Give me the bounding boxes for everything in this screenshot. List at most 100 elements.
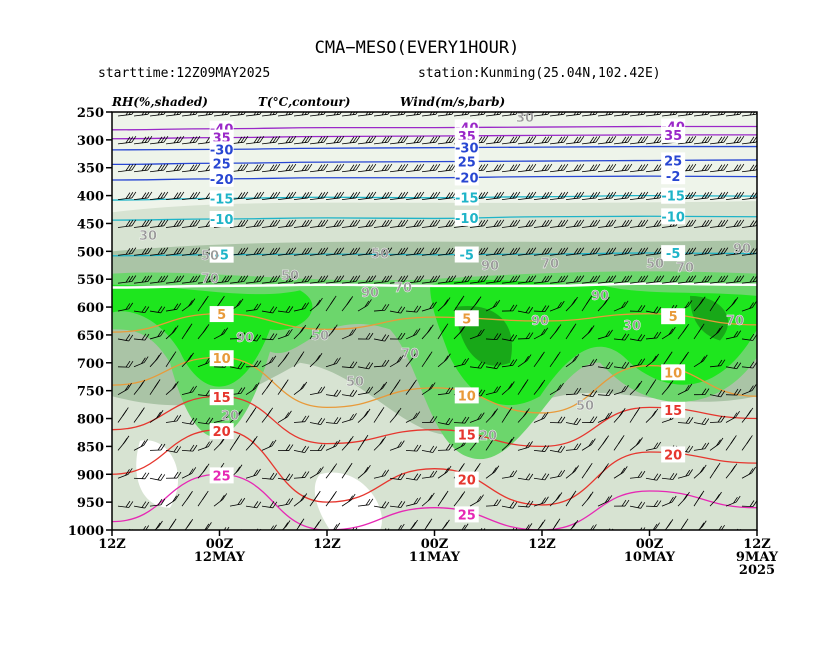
wind-barb-feather [512,112,516,115]
wind-barb-feather [477,361,483,369]
wind-barb-feather [189,444,195,452]
wind-barb-shaft [293,225,308,228]
rh-contour-label: 50 [311,329,329,344]
wind-barb-feather [458,493,464,501]
wind-barb-feather [531,191,537,199]
wind-barb-feather [323,135,329,143]
wind-barb-feather [237,332,243,339]
rh-contour-label: 90 [531,314,549,329]
temp-label-bg [454,139,479,156]
temp-contour-label: 15 [458,429,476,444]
wind-barb-shaft [309,225,324,228]
wind-barb-shaft [405,503,417,507]
wind-barb-feather [269,248,275,255]
y-tick-label: 500 [77,245,104,260]
wind-barb-feather [173,303,179,310]
wind-barb-shaft [741,225,756,228]
wind-barb-shaft [613,472,624,479]
wind-barb-feather [522,381,527,389]
wind-barb-shaft [405,310,417,313]
wind-barb-shaft [405,281,420,284]
wind-barb-shaft [149,225,164,228]
wind-barb-feather [499,163,505,171]
wind-barb-feather [275,219,281,227]
wind-barb-feather [640,358,646,365]
wind-barb-feather [147,219,153,227]
wind-barb-shaft [725,336,737,340]
wind-barb-feather [372,529,373,530]
wind-barb-feather [557,301,562,309]
wind-barb-feather [717,164,723,171]
wind-barb-feather [349,164,355,171]
wind-barb-feather [588,439,594,447]
wind-barb-feather [144,136,150,143]
wind-barb-feather [301,471,307,478]
wind-barb-shaft [629,364,641,368]
wind-barb-shaft [549,141,564,145]
y-tick-label: 350 [77,162,104,177]
wind-barb-feather [682,354,688,361]
wind-barb-feather [491,410,496,417]
wind-barb-feather [381,501,387,508]
wind-barb-feather [269,501,275,508]
wind-barb-feather [571,522,577,529]
wind-barb-feather [318,297,323,305]
wind-barb-feather [233,437,239,444]
wind-barb-feather [656,500,662,507]
wind-barb-feather [170,521,175,528]
wind-barb-feather [269,306,275,313]
wind-barb-feather [589,136,595,144]
wind-barb-shaft [581,444,592,451]
wind-barb-shaft [741,338,753,341]
wind-barb-feather [557,192,563,199]
wind-barb-feather [397,524,402,530]
wind-barb-feather [127,383,132,390]
wind-barb-feather [595,191,601,199]
wind-barb-feather [589,416,595,423]
wind-barb-feather [307,135,313,143]
wind-barb-shaft [437,392,449,396]
wind-barb-shaft [645,447,657,451]
wind-barb-feather [736,330,742,337]
wind-barb-feather [176,275,182,283]
wind-barb-shaft [165,253,180,256]
wind-barb-feather [432,164,438,171]
wind-barb-layer [117,112,757,530]
wind-barb-feather [208,417,214,425]
wind-barb-feather [525,136,531,144]
wind-barb-feather [189,352,194,360]
wind-barb-shaft [613,366,625,369]
wind-barb-feather [496,333,502,340]
wind-barb-feather [499,219,505,227]
wind-barb-feather [576,219,582,227]
wind-barb-feather [412,329,418,336]
x-tick-label: 00Z [636,537,664,552]
wind-barb-feather [656,219,662,227]
wind-barb-feather [189,136,195,144]
wind-barb-feather [541,305,547,312]
wind-barb-shaft [581,113,596,117]
wind-barb-feather [176,164,182,171]
wind-barb-shaft [677,225,692,228]
wind-barb-feather [240,362,246,370]
wind-barb-feather [339,275,345,282]
wind-barb-feather [256,275,262,283]
temp-label-bg [454,209,479,226]
wind-barb-shaft [389,360,400,368]
wind-barb-shaft [149,113,164,117]
wind-barb-shaft [261,253,276,256]
wind-barb-feather [733,220,739,227]
wind-barb-shaft [197,141,212,145]
wind-barb-feather [557,416,563,424]
wind-barb-feather [685,248,691,255]
wind-barb-shaft [517,281,532,284]
wind-barb-shaft [277,169,292,173]
wind-barb-feather [173,192,179,199]
wind-barb-feather [643,112,646,115]
wind-barb-feather [125,469,130,476]
wind-barb-feather [204,523,210,530]
wind-barb-feather [557,276,563,283]
wind-barb-feather [543,327,549,335]
wind-barb-shaft [373,309,385,312]
wind-barb-feather [160,474,166,481]
